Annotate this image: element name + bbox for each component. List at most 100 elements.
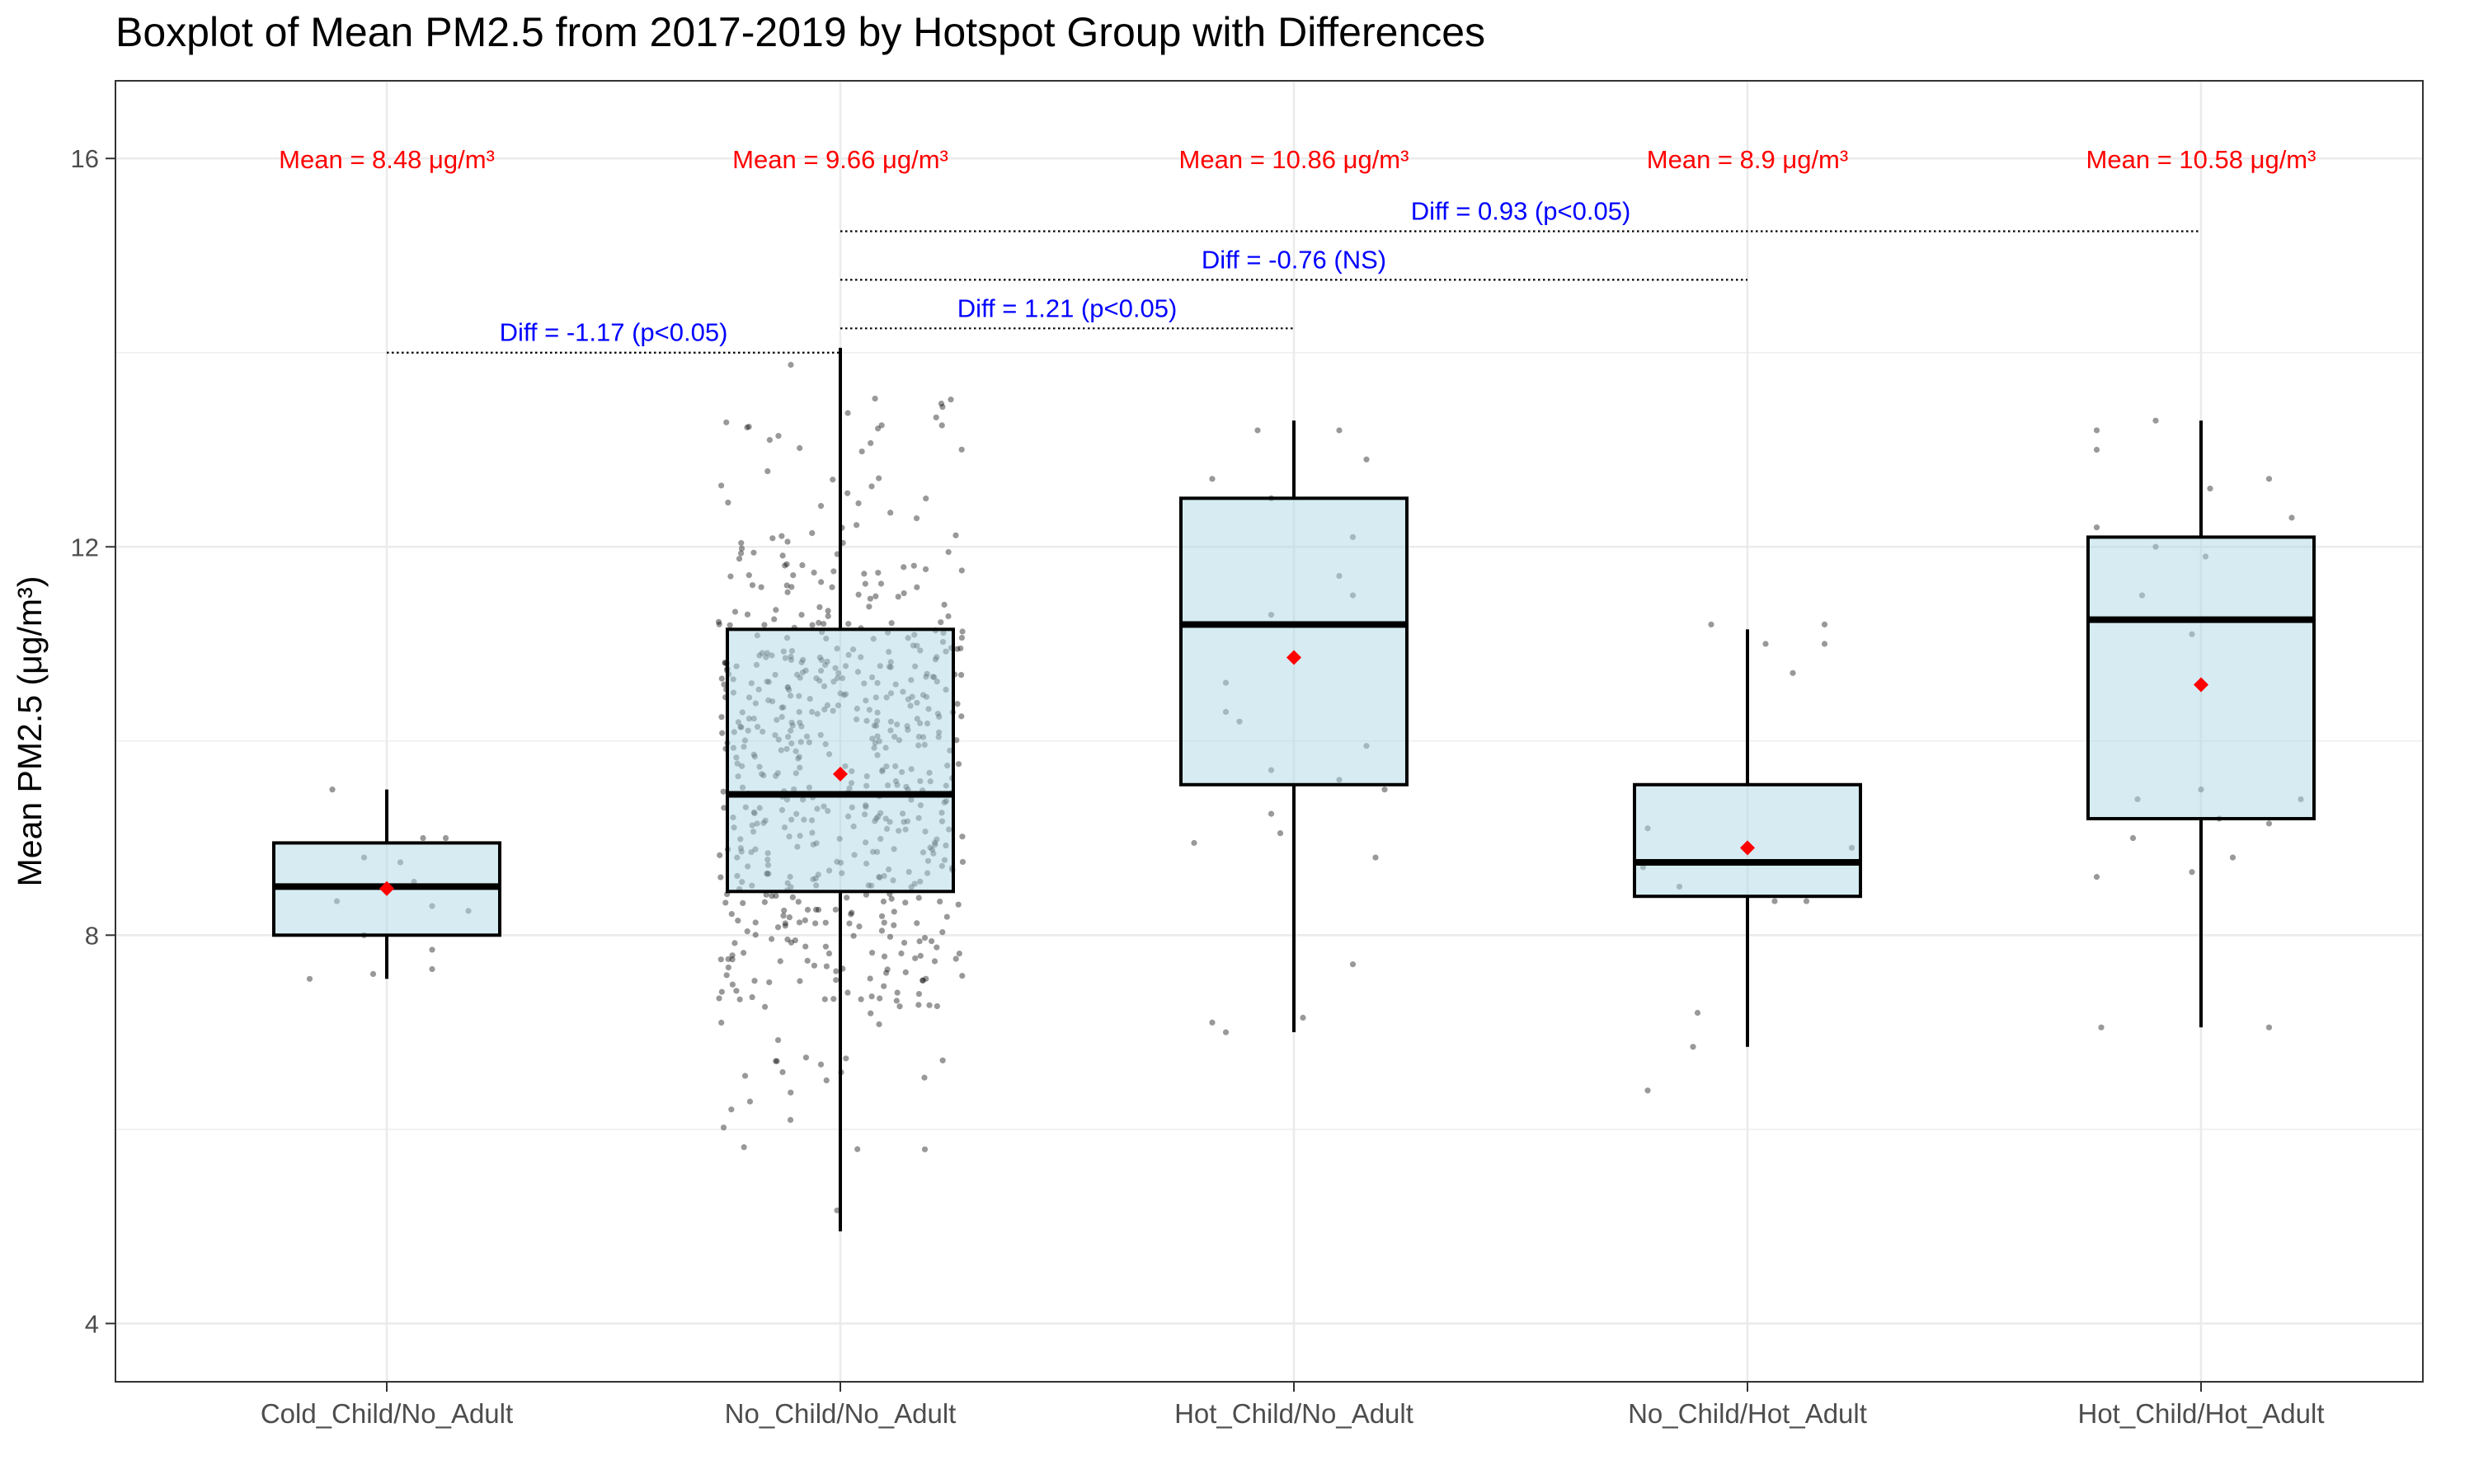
data-point	[774, 1058, 780, 1064]
chart-title: Boxplot of Mean PM2.5 from 2017-2019 by …	[115, 9, 1486, 55]
data-point	[731, 940, 738, 946]
data-point	[751, 978, 758, 984]
data-point	[752, 932, 759, 938]
data-point	[884, 966, 891, 973]
data-point	[856, 923, 863, 930]
y-tick-label: 12	[71, 533, 99, 561]
data-point	[815, 906, 822, 913]
data-point	[773, 607, 779, 613]
data-point	[741, 1073, 749, 1079]
data-point	[834, 1207, 840, 1214]
data-point	[1790, 669, 1796, 676]
data-point	[723, 972, 730, 979]
data-point	[1771, 898, 1778, 904]
data-point	[818, 579, 825, 585]
data-point	[737, 550, 745, 556]
x-tick-label: No_Child/No_Adult	[725, 1398, 957, 1429]
data-point	[717, 874, 724, 881]
data-point	[769, 893, 775, 899]
data-point	[1363, 456, 1370, 463]
data-point	[2189, 869, 2195, 876]
mean-marker	[833, 766, 848, 782]
data-point	[792, 937, 798, 944]
data-point	[429, 946, 435, 953]
data-point	[797, 978, 803, 984]
data-point	[773, 1058, 779, 1064]
data-point	[948, 397, 954, 403]
data-point	[915, 895, 922, 901]
data-point	[746, 1098, 754, 1105]
data-point	[914, 920, 920, 927]
data-point	[718, 1019, 725, 1026]
data-point	[920, 977, 926, 984]
data-point	[921, 934, 929, 942]
data-point	[2207, 485, 2213, 492]
data-point	[718, 989, 725, 995]
data-point	[923, 975, 929, 982]
data-point	[725, 956, 731, 962]
data-point	[779, 552, 786, 559]
data-point	[931, 958, 938, 965]
data-point	[958, 567, 965, 574]
data-point	[769, 936, 775, 942]
data-point	[846, 920, 853, 927]
data-point	[717, 956, 724, 963]
y-axis-title: Mean PM2.5 (μg/m³)	[11, 576, 49, 887]
difference-label: Diff = -1.17 (p<0.05)	[500, 318, 728, 347]
data-point	[787, 1116, 794, 1124]
data-point	[858, 996, 864, 1003]
data-point	[749, 582, 756, 589]
data-point	[781, 907, 788, 914]
difference-label: Diff = 1.21 (p<0.05)	[957, 294, 1178, 322]
data-point	[761, 622, 768, 628]
data-point	[955, 761, 962, 768]
data-point	[1349, 961, 1357, 968]
data-point	[802, 917, 808, 923]
data-point	[729, 956, 736, 963]
data-point	[868, 439, 874, 447]
data-point	[821, 996, 828, 1003]
data-point	[939, 929, 946, 936]
data-point	[758, 584, 764, 590]
data-point	[845, 621, 852, 627]
data-point	[778, 533, 785, 539]
data-point	[861, 571, 868, 577]
data-point	[769, 535, 776, 542]
data-point	[849, 909, 855, 916]
data-point	[1336, 427, 1343, 434]
data-point	[783, 582, 790, 589]
data-point	[744, 611, 751, 618]
data-point	[868, 1010, 874, 1017]
data-point	[1372, 854, 1379, 861]
data-point	[802, 943, 809, 950]
data-point	[771, 616, 778, 622]
data-point	[718, 675, 725, 682]
data-point	[825, 608, 831, 614]
data-point	[784, 589, 791, 595]
data-point	[926, 1002, 933, 1008]
data-point	[916, 938, 923, 945]
data-point	[882, 970, 890, 976]
data-point	[2265, 1024, 2273, 1031]
data-point	[958, 634, 965, 641]
data-point	[719, 730, 726, 736]
data-point	[329, 787, 336, 793]
data-point	[875, 570, 882, 576]
data-point	[945, 613, 952, 620]
data-point	[306, 975, 313, 982]
data-point	[720, 1124, 727, 1131]
data-point	[750, 549, 757, 556]
data-point	[923, 495, 929, 502]
data-point	[718, 714, 725, 721]
data-point	[833, 968, 840, 974]
data-point	[825, 950, 833, 957]
data-point	[941, 601, 948, 608]
data-point	[939, 403, 946, 411]
difference-label: Diff = -0.76 (NS)	[1202, 245, 1386, 274]
data-point	[812, 920, 819, 927]
data-point	[744, 928, 750, 935]
data-point	[721, 681, 727, 688]
data-point	[854, 1146, 861, 1153]
data-point	[868, 949, 876, 956]
